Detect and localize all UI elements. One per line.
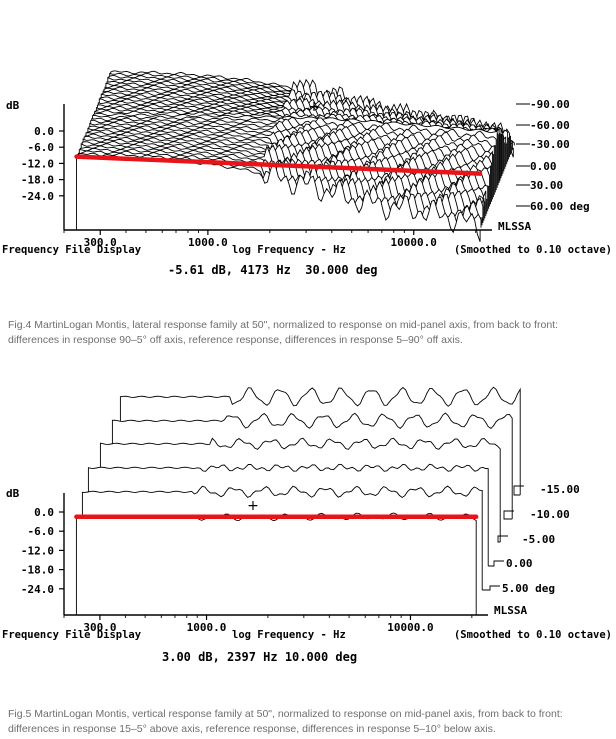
bottom-left-label: Frequency File Display (2, 244, 142, 256)
cursor-marker: + (247, 498, 259, 514)
cursor-readout: 3.00 dB, 2397 Hz 10.000 deg (162, 650, 357, 664)
angle-label: 0.00 (530, 160, 557, 173)
angle-label: 30.00 (530, 179, 563, 192)
brand-label: MLSSA (494, 604, 527, 617)
reference-line (74, 154, 483, 176)
angle-leader (482, 585, 500, 591)
bottom-right-label: (Smoothed to 0.10 octave) (454, 244, 612, 256)
y-tick-label: -24.0 (21, 583, 54, 596)
x-axis-label: log Frequency - Hz (232, 244, 346, 256)
angle-label: 0.00 (506, 557, 533, 570)
x-tick-label: 1000.0 (187, 621, 227, 634)
x-axis-label: log Frequency - Hz (232, 629, 346, 641)
angle-labels: -90.00 -60.00 -30.00 0.00 30.00 60.00 deg (516, 98, 590, 213)
angle-leader (503, 510, 514, 520)
angle-leader (488, 560, 504, 567)
angle-leader (513, 485, 524, 496)
x-tick-label: 300.0 (84, 236, 117, 249)
angle-label: -60.00 (530, 119, 570, 132)
x-tick-label: 10000.0 (387, 621, 433, 634)
waterfall-traces (76, 70, 515, 242)
angle-label: 60.00 deg (530, 200, 590, 213)
y-tick-labels: 0.0 -6.0 -12.0 -18.0 -24.0 (21, 506, 64, 596)
lateral-response-chart: 0.0 -6.0 -12.0 -18.0 -24.0 300.0 1000.0 10000.… (2, 70, 612, 277)
angle-label: -10.00 (530, 508, 570, 521)
figure-caption: Fig.5 MartinLogan Montis, vertical respo… (8, 708, 563, 735)
y-tick-label: -6.0 (28, 525, 55, 538)
x-tick-label: 10000.0 (391, 236, 437, 249)
bottom-right-label: (Smoothed to 0.10 octave) (454, 629, 612, 641)
angle-label: -15.00 (540, 483, 580, 496)
cursor-marker: + (308, 99, 320, 115)
y-tick-label: -18.0 (21, 174, 54, 187)
x-tick-label: 1000.0 (188, 236, 228, 249)
y-tick-label: 0.0 (34, 125, 54, 138)
x-tick-labels: 300.0 1000.0 10000.0 (63, 615, 473, 634)
x-tick-label: 300.0 (83, 621, 116, 634)
waterfall-traces (75, 386, 524, 615)
y-tick-label: -12.0 (21, 157, 54, 170)
y-tick-label: -12.0 (21, 544, 54, 557)
angle-label: 5.00 deg (502, 582, 555, 595)
angle-label: -90.00 (530, 98, 570, 111)
y-tick-label: 0.0 (34, 506, 54, 519)
angle-leader (497, 535, 508, 543)
vertical-response-chart: 0.0 -6.0 -12.0 -18.0 -24.0 300.0 1000.0 10000.… (2, 386, 612, 664)
y-unit-label: dB (6, 99, 20, 112)
brand-label: MLSSA (498, 220, 531, 233)
response-trace-10deg (75, 512, 477, 615)
angle-label: -5.00 (522, 533, 555, 546)
angle-labels: -15.00 -10.00 -5.00 0.00 5.00 deg (502, 483, 580, 595)
figure-caption: Fig.4 MartinLogan Montis, lateral respon… (8, 319, 558, 346)
y-tick-label: -6.0 (28, 141, 55, 154)
y-tick-label: -24.0 (21, 190, 54, 203)
y-tick-labels: 0.0 -6.0 -12.0 -18.0 -24.0 (21, 125, 64, 203)
y-unit-label: dB (6, 487, 20, 500)
bottom-left-label: Frequency File Display (2, 629, 142, 641)
angle-label: -30.00 (530, 138, 570, 151)
cursor-readout: -5.61 dB, 4173 Hz 30.000 deg (168, 263, 378, 277)
x-tick-labels: 300.0 1000.0 10000.0 (63, 230, 477, 249)
y-tick-label: -18.0 (21, 564, 54, 577)
